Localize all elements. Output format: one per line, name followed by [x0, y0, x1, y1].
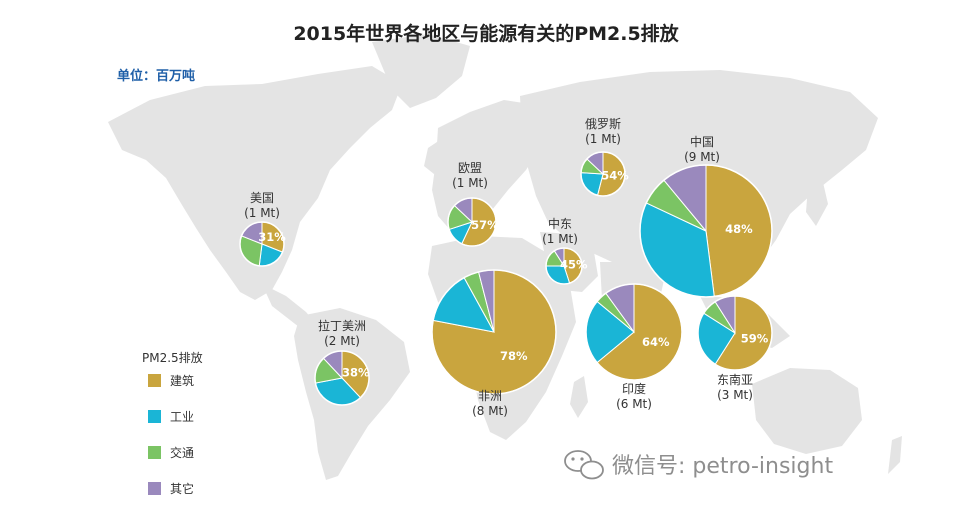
- pie-ring-1: [314, 350, 370, 406]
- pie-1: 38% 拉丁美洲(2 Mt): [314, 318, 370, 406]
- pie-pct-label-0: 31%: [258, 230, 286, 244]
- region-total-8: (3 Mt): [717, 388, 753, 402]
- pie-pct-label-7: 48%: [725, 222, 753, 236]
- pie-ring-8: [697, 295, 773, 371]
- pie-pct-label-2: 57%: [471, 218, 499, 232]
- region-name-6: 印度: [622, 381, 646, 396]
- map-greenland: [372, 34, 470, 108]
- legend-label-building: 建筑: [170, 373, 194, 388]
- map-madagascar: [570, 376, 588, 418]
- region-name-8: 东南亚: [717, 372, 753, 387]
- pie-ring-0: [239, 221, 285, 267]
- region-name-1: 拉丁美洲: [318, 318, 366, 333]
- region-pies: 31%美国(1 Mt)38%拉丁美洲(2 Mt)57%欧盟(1 Mt)54%俄罗…: [239, 117, 773, 418]
- watermark-text: 微信号: petro-insight: [612, 454, 833, 479]
- wechat-icon: [564, 450, 604, 480]
- legend-swatch-industry: [148, 410, 161, 423]
- pie-pct-label-3: 54%: [601, 169, 629, 183]
- region-name-4: 中东: [548, 216, 572, 231]
- region-name-7: 中国: [690, 134, 714, 149]
- pie-ring-6: [585, 283, 683, 381]
- legend-swatch-transport: [148, 446, 161, 459]
- pie-8: 59% 东南亚(3 Mt): [697, 295, 773, 402]
- pie-pct-label-1: 38%: [342, 366, 370, 380]
- region-total-0: (1 Mt): [244, 206, 280, 220]
- legend-label-industry: 工业: [170, 410, 194, 424]
- region-name-3: 俄罗斯: [585, 117, 621, 131]
- pie-pct-label-6: 64%: [642, 335, 670, 349]
- pie-ring-4: [545, 247, 583, 285]
- pie-6: 64% 印度(6 Mt): [585, 283, 683, 411]
- watermark: 微信号: petro-insight: [564, 450, 833, 480]
- pie-ring-2: [447, 197, 497, 247]
- pie-ring-3: [580, 151, 626, 197]
- legend-swatch-building: [148, 374, 161, 387]
- region-name-5: 非洲: [478, 389, 502, 403]
- pie-4: 45% 中东(1 Mt): [542, 216, 588, 285]
- map-new-zealand: [888, 436, 902, 474]
- region-name-2: 欧盟: [458, 161, 482, 175]
- map-uk: [424, 140, 444, 174]
- region-total-2: (1 Mt): [452, 176, 488, 190]
- legend: PM2.5排放 建筑 工业 交通 其它: [142, 350, 203, 496]
- region-total-7: (9 Mt): [684, 150, 720, 164]
- map-japan: [806, 178, 828, 226]
- pie-pct-label-4: 45%: [560, 257, 588, 271]
- region-name-0: 美国: [250, 191, 274, 205]
- region-total-5: (8 Mt): [472, 404, 508, 418]
- map-europe: [432, 100, 546, 232]
- legend-label-transport: 交通: [170, 445, 194, 460]
- pie-ring-7: [639, 164, 773, 298]
- legend-title: PM2.5排放: [142, 350, 203, 365]
- region-total-4: (1 Mt): [542, 232, 578, 246]
- unit-label: 单位：百万吨: [117, 68, 195, 84]
- map-australia: [752, 368, 862, 454]
- chart-title: 2015年世界各地区与能源有关的PM2.5排放: [293, 22, 679, 45]
- pie-pct-label-5: 78%: [500, 349, 528, 363]
- legend-label-other: 其它: [170, 481, 194, 496]
- legend-swatch-other: [148, 482, 161, 495]
- pie-pct-label-8: 59%: [741, 332, 769, 346]
- pie-7: 48% 中国(9 Mt): [639, 134, 773, 298]
- pie-ring-5: [431, 269, 557, 395]
- pie-5: 78% 非洲(8 Mt): [431, 269, 557, 418]
- pie-0: 31% 美国(1 Mt): [239, 191, 286, 267]
- region-total-1: (2 Mt): [324, 334, 360, 348]
- region-total-6: (6 Mt): [616, 397, 652, 411]
- pie-2: 57% 欧盟(1 Mt): [447, 161, 499, 247]
- pie-3: 54% 俄罗斯(1 Mt): [580, 117, 629, 197]
- map-north-america: [108, 66, 402, 300]
- region-total-3: (1 Mt): [585, 132, 621, 146]
